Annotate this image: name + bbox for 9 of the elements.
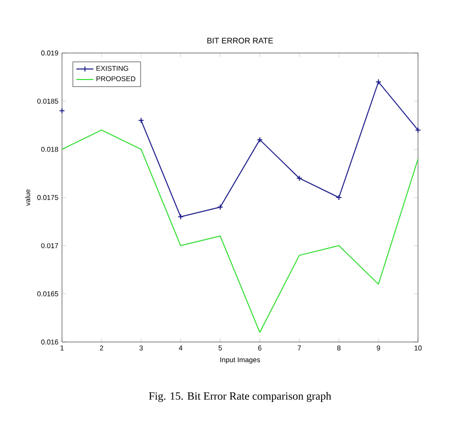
point (217, 204, 224, 210)
point (59, 108, 65, 114)
point (256, 136, 263, 143)
point (178, 214, 184, 220)
line-series (62, 130, 418, 333)
point (375, 78, 382, 85)
caption: Fig. 15. Bit Error Rate comparison graph (148, 392, 332, 402)
point (296, 175, 302, 182)
chart-title: BIT ERROR RATE (207, 38, 273, 44)
